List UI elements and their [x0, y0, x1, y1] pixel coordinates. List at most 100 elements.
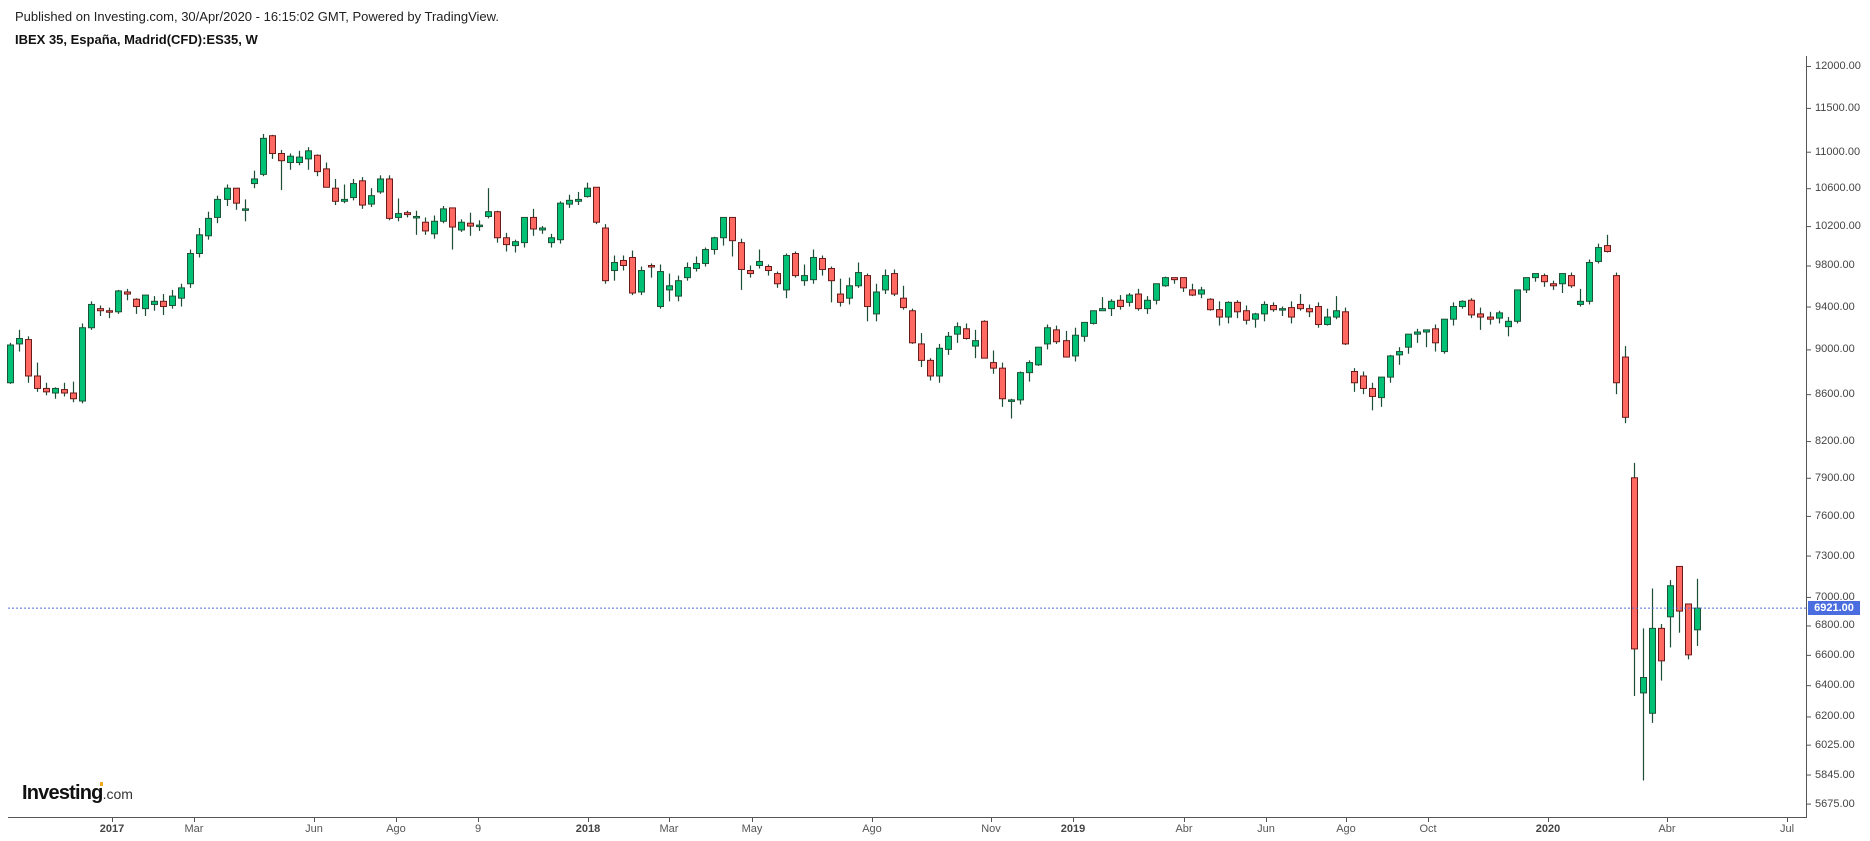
candle-down — [332, 187, 339, 202]
candle-down — [792, 252, 799, 277]
candle-down — [1631, 477, 1638, 650]
candle-down — [278, 152, 285, 162]
y-axis-label: 7600.00 — [1815, 509, 1855, 522]
candle-up — [1405, 333, 1412, 348]
candle-up — [142, 294, 149, 310]
x-axis-label: 2017 — [99, 823, 125, 835]
x-axis-label: May — [741, 823, 763, 835]
candle-up — [1126, 294, 1133, 303]
candle-up — [169, 295, 176, 306]
candle-up — [1225, 301, 1232, 318]
candle-down — [1207, 298, 1214, 311]
candle-up — [1459, 300, 1466, 308]
y-axis-label: 6025.00 — [1815, 738, 1855, 751]
candle-down — [774, 273, 781, 285]
candle-up — [151, 300, 158, 305]
candle-up — [1586, 261, 1593, 302]
x-axis-label: Abr — [1175, 823, 1193, 835]
candle-up — [675, 280, 682, 297]
candle-down — [900, 297, 907, 309]
axis-ticks — [112, 66, 1811, 822]
candle-down — [1315, 306, 1322, 326]
candle-down — [1676, 565, 1683, 612]
candle-up — [1414, 331, 1421, 335]
candle-down — [34, 375, 41, 389]
candle-up — [783, 254, 790, 291]
candle-up — [431, 220, 438, 235]
y-axis-label: 6600.00 — [1815, 648, 1855, 661]
y-axis-label: 7900.00 — [1815, 471, 1855, 484]
candle-down — [25, 339, 32, 377]
y-axis-label: 9800.00 — [1815, 259, 1855, 272]
candle-down — [233, 187, 240, 204]
candle-up — [1153, 283, 1160, 301]
candle-up — [1423, 329, 1430, 333]
candle-up — [1261, 303, 1268, 315]
candle-up — [855, 272, 862, 287]
y-axis-label: 7300.00 — [1815, 549, 1855, 562]
candle-up — [1559, 273, 1566, 285]
candle-down — [124, 291, 131, 295]
candle-down — [819, 257, 826, 271]
candle-up — [1090, 310, 1097, 324]
x-axis-label: 2018 — [575, 823, 601, 835]
candle-down — [386, 178, 393, 219]
y-axis-label: 7000.00 — [1815, 590, 1855, 603]
candle-up — [584, 187, 591, 198]
x-axis-label: Mar — [184, 823, 204, 835]
y-axis-label: 11500.00 — [1815, 101, 1861, 114]
candle-up — [214, 198, 221, 218]
candle-down — [1189, 289, 1196, 296]
candle-down — [1342, 311, 1349, 345]
candle-down — [1604, 245, 1611, 253]
candle-down — [927, 359, 934, 377]
x-axis-label: Mar — [659, 823, 679, 835]
candle-up — [1162, 277, 1169, 287]
candle-up — [972, 340, 979, 347]
candle-up — [79, 327, 86, 402]
last-price-tag: 6921.00 — [1808, 601, 1860, 615]
candle-up — [1324, 316, 1331, 326]
y-axis-label: 5845.00 — [1815, 768, 1855, 781]
candle-down — [314, 154, 321, 173]
candle-down — [70, 392, 77, 400]
candle-up — [684, 266, 691, 279]
candle-down — [1432, 328, 1439, 344]
candle-down — [1541, 275, 1548, 283]
y-axis-label: 11000.00 — [1815, 145, 1861, 158]
candle-down — [1550, 283, 1557, 287]
candle-up — [512, 241, 519, 247]
y-axis-label: 10200.00 — [1815, 220, 1861, 233]
candle-down — [422, 221, 429, 232]
candle-up — [810, 256, 817, 281]
candle-up — [224, 187, 231, 200]
candle-up — [178, 287, 185, 299]
candle-up — [936, 347, 943, 377]
investing-logo[interactable]: Investing.com — [22, 782, 133, 805]
candle-down — [1288, 307, 1295, 318]
candle-up — [693, 262, 700, 270]
candle-up — [539, 227, 546, 231]
candle-down — [1180, 277, 1187, 289]
candle-down — [1117, 299, 1124, 308]
x-axis-label: Ago — [862, 823, 882, 835]
candle-up — [846, 285, 853, 299]
candle-up — [1694, 607, 1701, 631]
candle-up — [440, 208, 447, 222]
candle-down — [1216, 309, 1223, 318]
candle-up — [476, 224, 483, 228]
candle-up — [88, 303, 95, 329]
candle-up — [1577, 300, 1584, 305]
candle-down — [729, 216, 736, 242]
published-caption: Published on Investing.com, 30/Apr/2020 … — [15, 9, 499, 24]
candle-down — [602, 227, 609, 282]
candle-up — [657, 271, 664, 308]
candle-down — [1234, 301, 1241, 313]
candle-up — [1017, 372, 1024, 401]
candle-down — [1468, 299, 1475, 316]
candle-up — [1108, 300, 1115, 310]
candle-up — [1532, 273, 1539, 279]
x-axis-label: Abr — [1658, 823, 1676, 835]
candle-down — [359, 180, 366, 206]
